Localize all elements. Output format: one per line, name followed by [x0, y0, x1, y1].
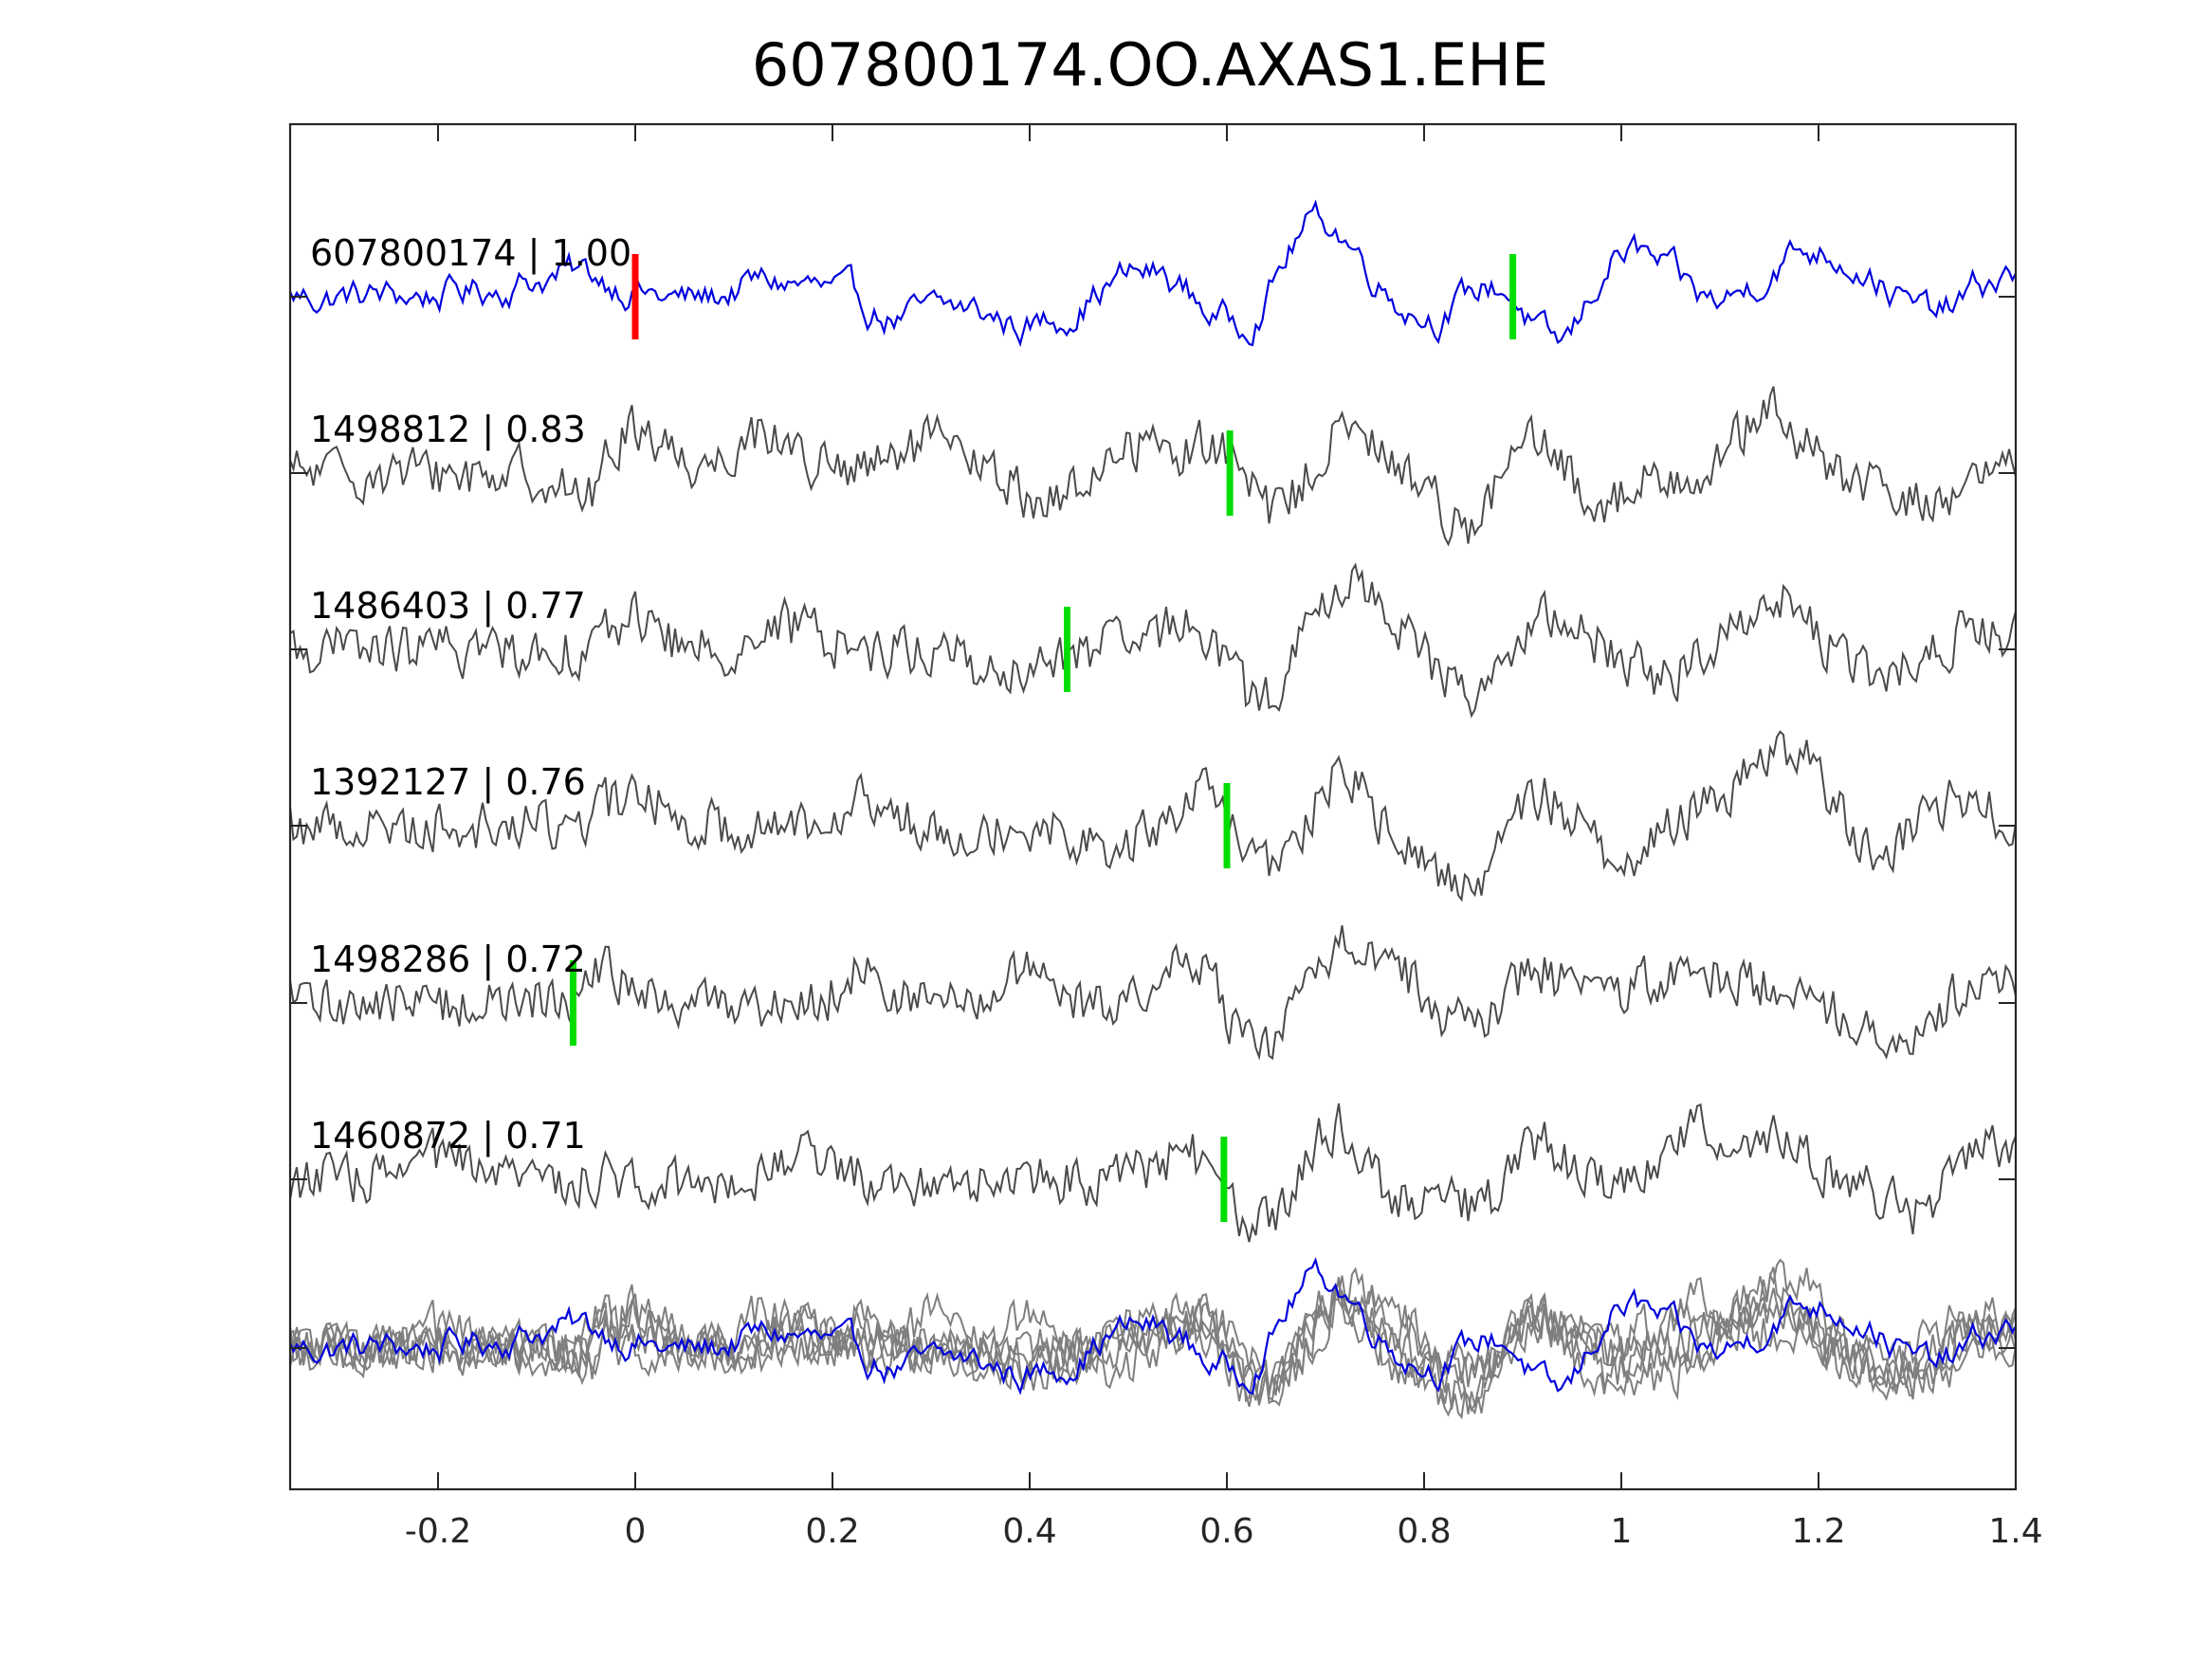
traces-layer	[288, 199, 2017, 1243]
trace-label-1498812: 1498812 | 0.83	[310, 409, 586, 451]
trace-label-1392127: 1392127 | 0.76	[310, 761, 586, 804]
xtick-label-2: 0.2	[805, 1512, 859, 1551]
xtick-label-7: 1.2	[1791, 1512, 1845, 1551]
trace-1460872	[289, 1103, 2017, 1243]
trace-1498286	[289, 925, 2017, 1061]
chart-title: 607800174.OO.AXAS1.EHE	[752, 30, 1548, 100]
xtick-label-6: 1	[1611, 1512, 1633, 1551]
trace-1498812	[289, 386, 2017, 547]
xtick-label-8: 1.4	[1988, 1512, 2042, 1551]
xtick-label-5: 0.8	[1397, 1512, 1451, 1551]
trace-label-1460872: 1460872 | 0.71	[310, 1115, 586, 1158]
trace-label-607800174: 607800174 | 1.00	[310, 232, 631, 275]
xtick-label-0: -0.2	[405, 1512, 471, 1551]
trace-1392127	[289, 730, 2017, 902]
xtick-label-1: 0	[625, 1512, 647, 1551]
xtick-label-3: 0.4	[1002, 1512, 1056, 1551]
overlay-trace-1392127	[289, 1258, 2017, 1420]
overlay-trace-1460872	[289, 1276, 2017, 1408]
trace-label-1486403: 1486403 | 0.77	[310, 585, 586, 628]
trace-labels: 607800174 | 1.00 1498812 | 0.83 1486403 | …	[310, 232, 631, 1158]
trace-label-1498286: 1498286 | 0.72	[310, 939, 586, 981]
overlay-panel	[288, 1256, 2017, 1420]
overlay-trace-607800174	[288, 1256, 2017, 1395]
axes: -0.2 0 0.2 0.4 0.6 0.8 1 1.2 1.4	[288, 122, 2043, 1551]
axes-frame	[288, 122, 2018, 1491]
picks-layer	[569, 254, 1517, 1222]
trace-1486403	[289, 562, 2017, 719]
trace-607800174	[288, 199, 2017, 348]
xtick-label-4: 0.6	[1199, 1512, 1253, 1551]
